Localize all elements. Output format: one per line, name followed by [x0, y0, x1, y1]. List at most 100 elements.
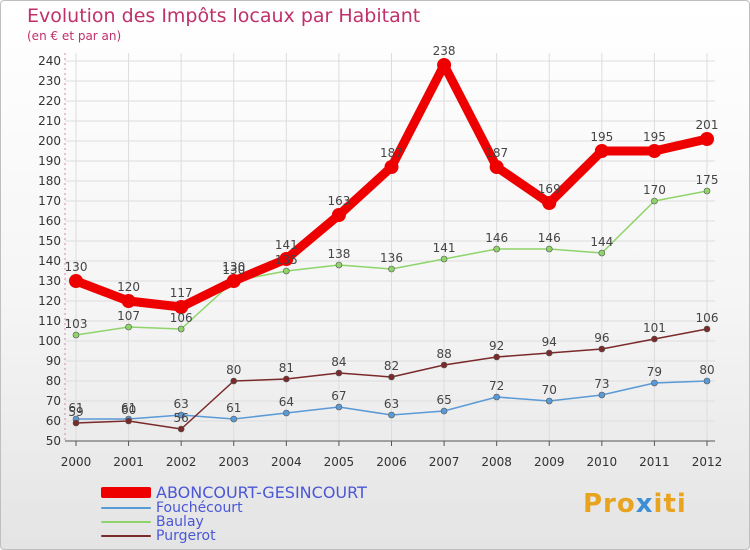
data-point-baulay[interactable]	[388, 265, 395, 273]
data-point-baulay[interactable]	[125, 323, 132, 331]
data-label-aboncourt-gesincourt: 187	[485, 146, 508, 160]
data-point-fouch-court[interactable]	[598, 391, 606, 399]
data-label-fouch-court: 65	[436, 393, 451, 407]
data-point-fouch-court[interactable]	[440, 407, 448, 415]
data-point-purgerot[interactable]	[545, 349, 553, 357]
y-tick-label: 200	[38, 134, 61, 148]
data-point-aboncourt-gesincourt[interactable]	[69, 274, 83, 288]
data-point-aboncourt-gesincourt[interactable]	[647, 144, 662, 158]
data-point-purgerot[interactable]	[703, 325, 711, 333]
data-label-fouch-court: 80	[699, 363, 714, 377]
data-point-purgerot[interactable]	[125, 417, 132, 425]
data-label-aboncourt-gesincourt: 195	[643, 130, 666, 144]
data-point-aboncourt-gesincourt[interactable]	[489, 160, 504, 174]
data-point-fouch-court[interactable]	[335, 403, 343, 411]
x-tick-label: 2002	[166, 455, 197, 469]
data-point-aboncourt-gesincourt[interactable]	[279, 252, 294, 266]
data-point-purgerot[interactable]	[651, 335, 658, 343]
y-tick-label: 220	[38, 94, 61, 108]
data-point-fouch-court[interactable]	[651, 379, 658, 387]
y-tick-label: 230	[38, 74, 61, 88]
data-point-purgerot[interactable]	[388, 373, 395, 381]
x-tick-label: 2000	[61, 455, 92, 469]
y-tick-label: 190	[38, 154, 61, 168]
data-point-purgerot[interactable]	[493, 353, 500, 361]
y-tick-label: 180	[38, 174, 61, 188]
y-tick-label: 100	[38, 334, 61, 348]
x-tick-label: 2009	[534, 455, 565, 469]
series-lines	[69, 58, 714, 433]
data-point-purgerot[interactable]	[72, 419, 80, 427]
data-point-fouch-court[interactable]	[545, 397, 553, 405]
data-point-aboncourt-gesincourt[interactable]	[331, 208, 346, 222]
x-tick-label: 2007	[429, 455, 460, 469]
legend-swatch-baulay	[101, 521, 151, 523]
x-tick-label: 2012	[692, 455, 723, 469]
data-label-baulay: 138	[327, 247, 350, 261]
x-tick-label: 2004	[271, 455, 302, 469]
legend-label-aboncourt: ABONCOURT-GESINCOURT	[156, 483, 367, 502]
data-label-aboncourt-gesincourt: 141	[275, 238, 298, 252]
y-tick-label: 170	[38, 194, 61, 208]
data-point-aboncourt-gesincourt[interactable]	[174, 300, 189, 314]
data-point-baulay[interactable]	[440, 255, 448, 263]
y-tick-label: 210	[38, 114, 61, 128]
data-point-baulay[interactable]	[493, 245, 500, 253]
data-point-baulay[interactable]	[283, 267, 290, 275]
data-point-baulay[interactable]	[335, 261, 343, 269]
y-tick-label: 140	[38, 254, 61, 268]
data-point-purgerot[interactable]	[598, 345, 606, 353]
axes	[64, 53, 715, 446]
data-point-fouch-court[interactable]	[177, 411, 185, 419]
data-point-purgerot[interactable]	[230, 377, 238, 385]
data-point-baulay[interactable]	[703, 187, 711, 195]
chart-title: Evolution des Impôts locaux par Habitant	[27, 5, 421, 27]
data-label-baulay: 146	[485, 231, 508, 245]
legend-swatch-aboncourt	[101, 487, 151, 498]
data-point-fouch-court[interactable]	[703, 377, 711, 385]
data-point-baulay[interactable]	[545, 245, 553, 253]
data-label-purgerot: 60	[121, 403, 136, 417]
data-point-aboncourt-gesincourt[interactable]	[437, 58, 452, 72]
data-label-fouch-court: 63	[174, 397, 189, 411]
data-label-fouch-court: 64	[279, 395, 294, 409]
data-point-aboncourt-gesincourt[interactable]	[121, 294, 136, 308]
data-label-aboncourt-gesincourt: 238	[433, 44, 456, 58]
data-label-purgerot: 80	[226, 363, 241, 377]
data-point-baulay[interactable]	[651, 197, 658, 205]
data-point-aboncourt-gesincourt[interactable]	[542, 196, 557, 210]
data-point-aboncourt-gesincourt[interactable]	[226, 274, 241, 288]
data-label-purgerot: 94	[542, 335, 557, 349]
data-label-aboncourt-gesincourt: 130	[65, 260, 88, 274]
data-label-fouch-court: 72	[489, 379, 504, 393]
data-label-purgerot: 92	[489, 339, 504, 353]
data-label-aboncourt-gesincourt: 120	[117, 280, 140, 294]
legend-label-purgerot: Purgerot	[156, 528, 216, 544]
data-label-baulay: 175	[696, 173, 719, 187]
y-tick-label: 80	[46, 374, 61, 388]
proxiti-logo: Proxiti	[583, 489, 687, 519]
data-point-baulay[interactable]	[177, 325, 185, 333]
y-tick-label: 70	[46, 394, 61, 408]
data-point-fouch-court[interactable]	[283, 409, 290, 417]
data-point-purgerot[interactable]	[177, 425, 185, 433]
data-point-baulay[interactable]	[72, 331, 80, 339]
data-point-fouch-court[interactable]	[230, 415, 238, 423]
data-point-aboncourt-gesincourt[interactable]	[700, 132, 714, 146]
data-point-purgerot[interactable]	[283, 375, 290, 383]
data-point-aboncourt-gesincourt[interactable]	[384, 160, 399, 174]
y-tick-labels: 50 60 70 80 90 100 110 120 130 140 150 160 170 180 190…	[38, 54, 61, 448]
data-point-purgerot[interactable]	[440, 361, 448, 369]
data-point-baulay[interactable]	[598, 249, 606, 257]
data-point-aboncourt-gesincourt[interactable]	[594, 144, 609, 158]
x-tick-label: 2003	[218, 455, 249, 469]
y-tick-label: 120	[38, 294, 61, 308]
data-point-fouch-court[interactable]	[388, 411, 395, 419]
data-point-purgerot[interactable]	[335, 369, 343, 377]
data-label-fouch-court: 61	[226, 401, 241, 415]
y-tick-label: 240	[38, 54, 61, 68]
data-point-fouch-court[interactable]	[493, 393, 500, 401]
data-labels: 61 61 63 61 64 67 63 65 72 70 73 79 80 103 107 106 130 13…	[65, 44, 719, 425]
chart-subtitle: (en € et par an)	[27, 29, 122, 43]
